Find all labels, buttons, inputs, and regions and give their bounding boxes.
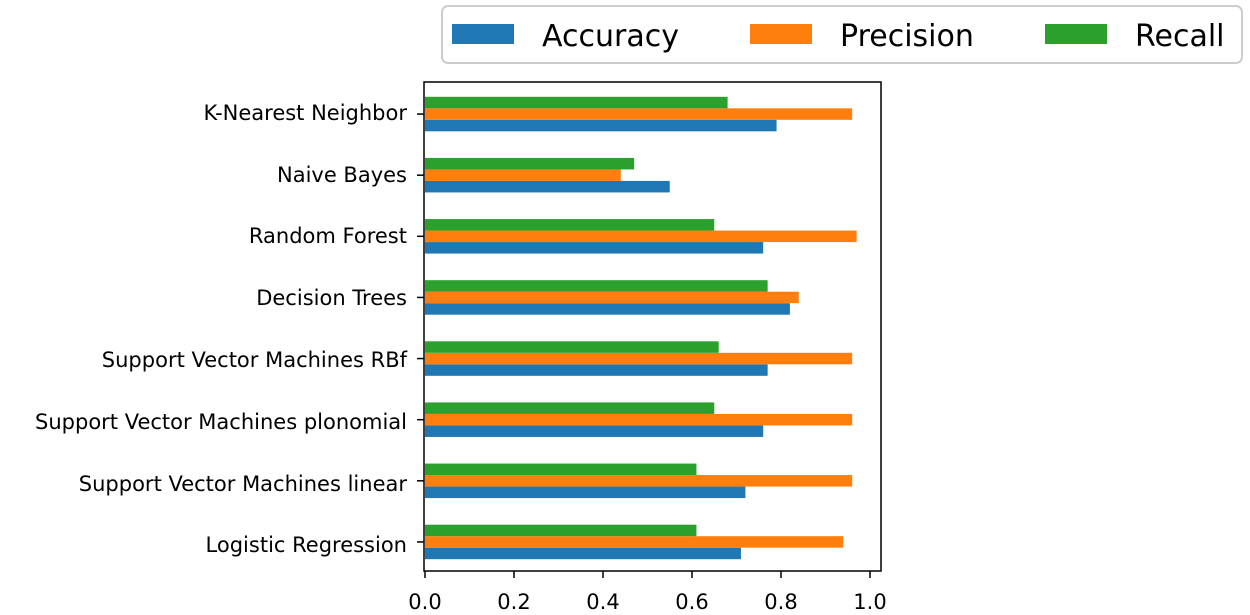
- category-label: Support Vector Machines plonomial: [35, 410, 407, 434]
- bar-recall: [425, 402, 715, 414]
- bar-accuracy: [425, 486, 746, 499]
- x-tick-label: 0.8: [764, 590, 797, 614]
- legend-frame: [441, 5, 1243, 64]
- bar-precision: [425, 169, 621, 181]
- legend: Accuracy Precision Recall: [441, 5, 1243, 64]
- bar-precision: [425, 352, 853, 365]
- x-tick-label: 0.2: [497, 590, 530, 614]
- category-label: K-Nearest Neighbor: [204, 101, 408, 125]
- bar-precision: [425, 291, 799, 304]
- bar-recall: [425, 157, 635, 170]
- bar-recall: [425, 96, 728, 109]
- bar-recall: [425, 463, 697, 476]
- category-label: Decision Trees: [256, 286, 407, 310]
- bars: [417, 96, 857, 560]
- bar-precision: [425, 475, 853, 487]
- legend-label-accuracy: Accuracy: [542, 19, 679, 54]
- bar-accuracy: [425, 303, 790, 315]
- bar-recall: [425, 341, 719, 353]
- bar-accuracy: [425, 242, 764, 254]
- category-label: Support Vector Machines linear: [79, 472, 408, 496]
- category-label: Random Forest: [249, 224, 407, 248]
- legend-swatch-accuracy: [452, 24, 514, 44]
- bar-recall: [425, 219, 715, 231]
- bar-precision: [425, 230, 857, 243]
- legend-label-recall: Recall: [1135, 19, 1225, 54]
- legend-swatch-precision: [750, 24, 812, 44]
- x-tick-label: 1.0: [853, 590, 886, 614]
- bar-accuracy: [425, 180, 670, 193]
- bar-recall: [425, 524, 697, 537]
- bar-precision: [425, 413, 853, 426]
- bar-accuracy: [425, 364, 768, 376]
- bar-precision: [425, 108, 853, 120]
- category-label: Naive Bayes: [277, 163, 407, 187]
- bar-recall: [425, 280, 768, 292]
- category-label: Support Vector Machines RBf: [102, 348, 408, 372]
- bar-accuracy: [425, 425, 764, 437]
- legend-label-precision: Precision: [840, 19, 974, 54]
- x-tick-label: 0.4: [586, 590, 619, 614]
- plot-frame: [423, 81, 882, 572]
- legend-swatch-recall: [1045, 24, 1107, 44]
- category-labels: Logistic Regression Support Vector Machi…: [35, 101, 408, 557]
- bar-precision: [425, 536, 844, 548]
- bar-accuracy: [425, 547, 741, 560]
- bar-accuracy: [425, 119, 777, 132]
- x-tick-label: 0.6: [675, 590, 708, 614]
- category-label: Logistic Regression: [206, 533, 407, 557]
- x-tick-label: 0.0: [408, 590, 441, 614]
- x-axis: 0.0 0.2 0.4 0.6 0.8 1.0: [408, 571, 887, 614]
